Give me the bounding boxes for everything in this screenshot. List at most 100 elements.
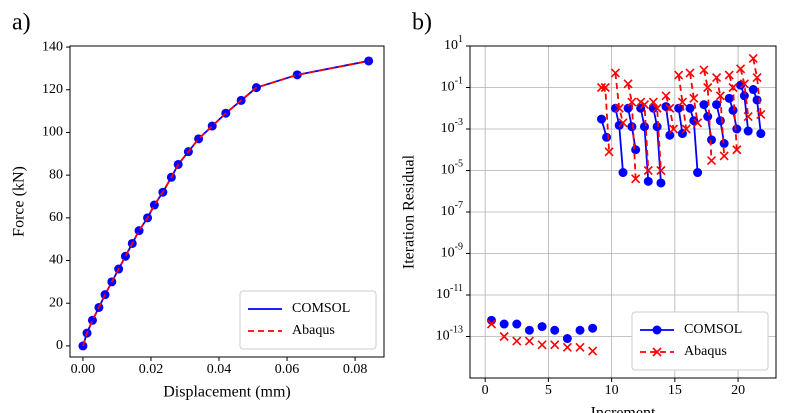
marker (550, 340, 560, 350)
marker (719, 139, 729, 149)
marker (756, 109, 766, 120)
legend-label: COMSOL (292, 301, 350, 316)
marker (685, 68, 695, 78)
marker (78, 341, 88, 351)
panel-label: a) (12, 10, 31, 36)
marker (715, 91, 725, 101)
legend-label: COMSOL (684, 322, 742, 337)
y-tick-label: 10-7 (441, 200, 463, 219)
y-tick-label: 80 (49, 167, 63, 182)
legend-box (239, 290, 377, 350)
marker (597, 114, 607, 124)
y-axis-label: Iteration Residual (401, 154, 418, 269)
marker (87, 315, 97, 325)
marker (537, 340, 547, 350)
marker (618, 118, 628, 128)
y-tick-label: 120 (42, 82, 63, 97)
marker (602, 132, 612, 142)
y-tick-label: 140 (42, 39, 63, 54)
y-tick-label: 100 (42, 125, 63, 140)
legend-label: Abaqus (684, 344, 727, 359)
marker (703, 112, 713, 122)
marker (499, 331, 509, 342)
marker (292, 70, 302, 80)
panel-label: b) (412, 10, 432, 36)
marker (681, 124, 691, 134)
marker (512, 336, 522, 346)
marker (652, 347, 662, 357)
y-tick-label: 10-9 (441, 242, 463, 261)
marker (724, 93, 734, 103)
marker (550, 325, 560, 335)
marker (623, 103, 633, 113)
y-tick-label: 40 (49, 253, 63, 268)
marker (748, 85, 758, 95)
marker (643, 176, 653, 186)
marker (639, 122, 649, 132)
y-tick-label: 10-3 (441, 117, 463, 136)
axes-frame (469, 45, 777, 379)
marker (588, 323, 598, 333)
x-tick-label: 5 (545, 383, 552, 398)
y-tick-label: 10-11 (436, 283, 463, 302)
marker (652, 103, 662, 113)
marker (712, 100, 722, 110)
marker (715, 116, 725, 126)
marker (652, 122, 662, 132)
marker (732, 145, 742, 155)
marker (627, 97, 637, 107)
marker (656, 178, 666, 188)
marker (707, 135, 717, 145)
marker (652, 325, 662, 335)
marker (661, 91, 671, 101)
marker (562, 342, 572, 352)
marker (677, 97, 687, 107)
x-tick-label: 0.00 (71, 362, 96, 377)
marker (699, 100, 709, 110)
marker (575, 325, 585, 335)
y-tick-label: 10-13 (436, 325, 463, 344)
marker (623, 79, 633, 89)
marker (524, 325, 534, 335)
y-axis-label: Force (kN) (11, 166, 28, 237)
marker (604, 147, 614, 157)
marker (689, 93, 699, 103)
marker (748, 53, 758, 64)
marker (669, 124, 679, 134)
marker (674, 103, 684, 113)
x-axis-label: Displacement (mm) (163, 384, 291, 401)
marker (524, 336, 534, 346)
marker (719, 151, 729, 161)
marker (703, 82, 713, 93)
marker (575, 342, 585, 352)
marker (712, 73, 722, 83)
marker (614, 120, 624, 130)
marker (752, 73, 762, 83)
marker (706, 156, 717, 166)
x-tick-label: 10 (605, 383, 619, 398)
y-tick-label: 10-5 (441, 159, 463, 178)
marker (610, 68, 620, 78)
marker (665, 103, 675, 113)
marker (648, 97, 658, 107)
legend-label: Abaqus (292, 323, 335, 338)
x-tick-label: 20 (731, 383, 745, 398)
marker (728, 105, 738, 115)
marker (736, 64, 746, 74)
x-axis-label: Increment (591, 405, 656, 413)
x-tick-label: 15 (668, 383, 682, 398)
marker (728, 82, 738, 93)
legend: COMSOL Abaqus (239, 290, 377, 350)
marker (656, 165, 666, 176)
x-tick-label: 0.08 (343, 362, 368, 377)
marker (693, 118, 703, 128)
marker (643, 165, 653, 176)
marker (614, 103, 624, 113)
y-tick-label: 0 (56, 338, 63, 353)
series-line (82, 60, 369, 347)
marker (699, 65, 709, 75)
x-tick-label: 0.04 (207, 362, 232, 377)
marker (639, 100, 650, 110)
marker (724, 70, 734, 80)
